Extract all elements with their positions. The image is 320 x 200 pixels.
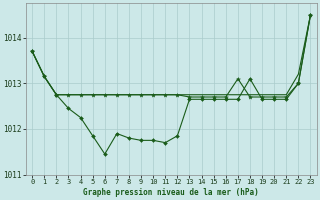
X-axis label: Graphe pression niveau de la mer (hPa): Graphe pression niveau de la mer (hPa) bbox=[84, 188, 259, 197]
